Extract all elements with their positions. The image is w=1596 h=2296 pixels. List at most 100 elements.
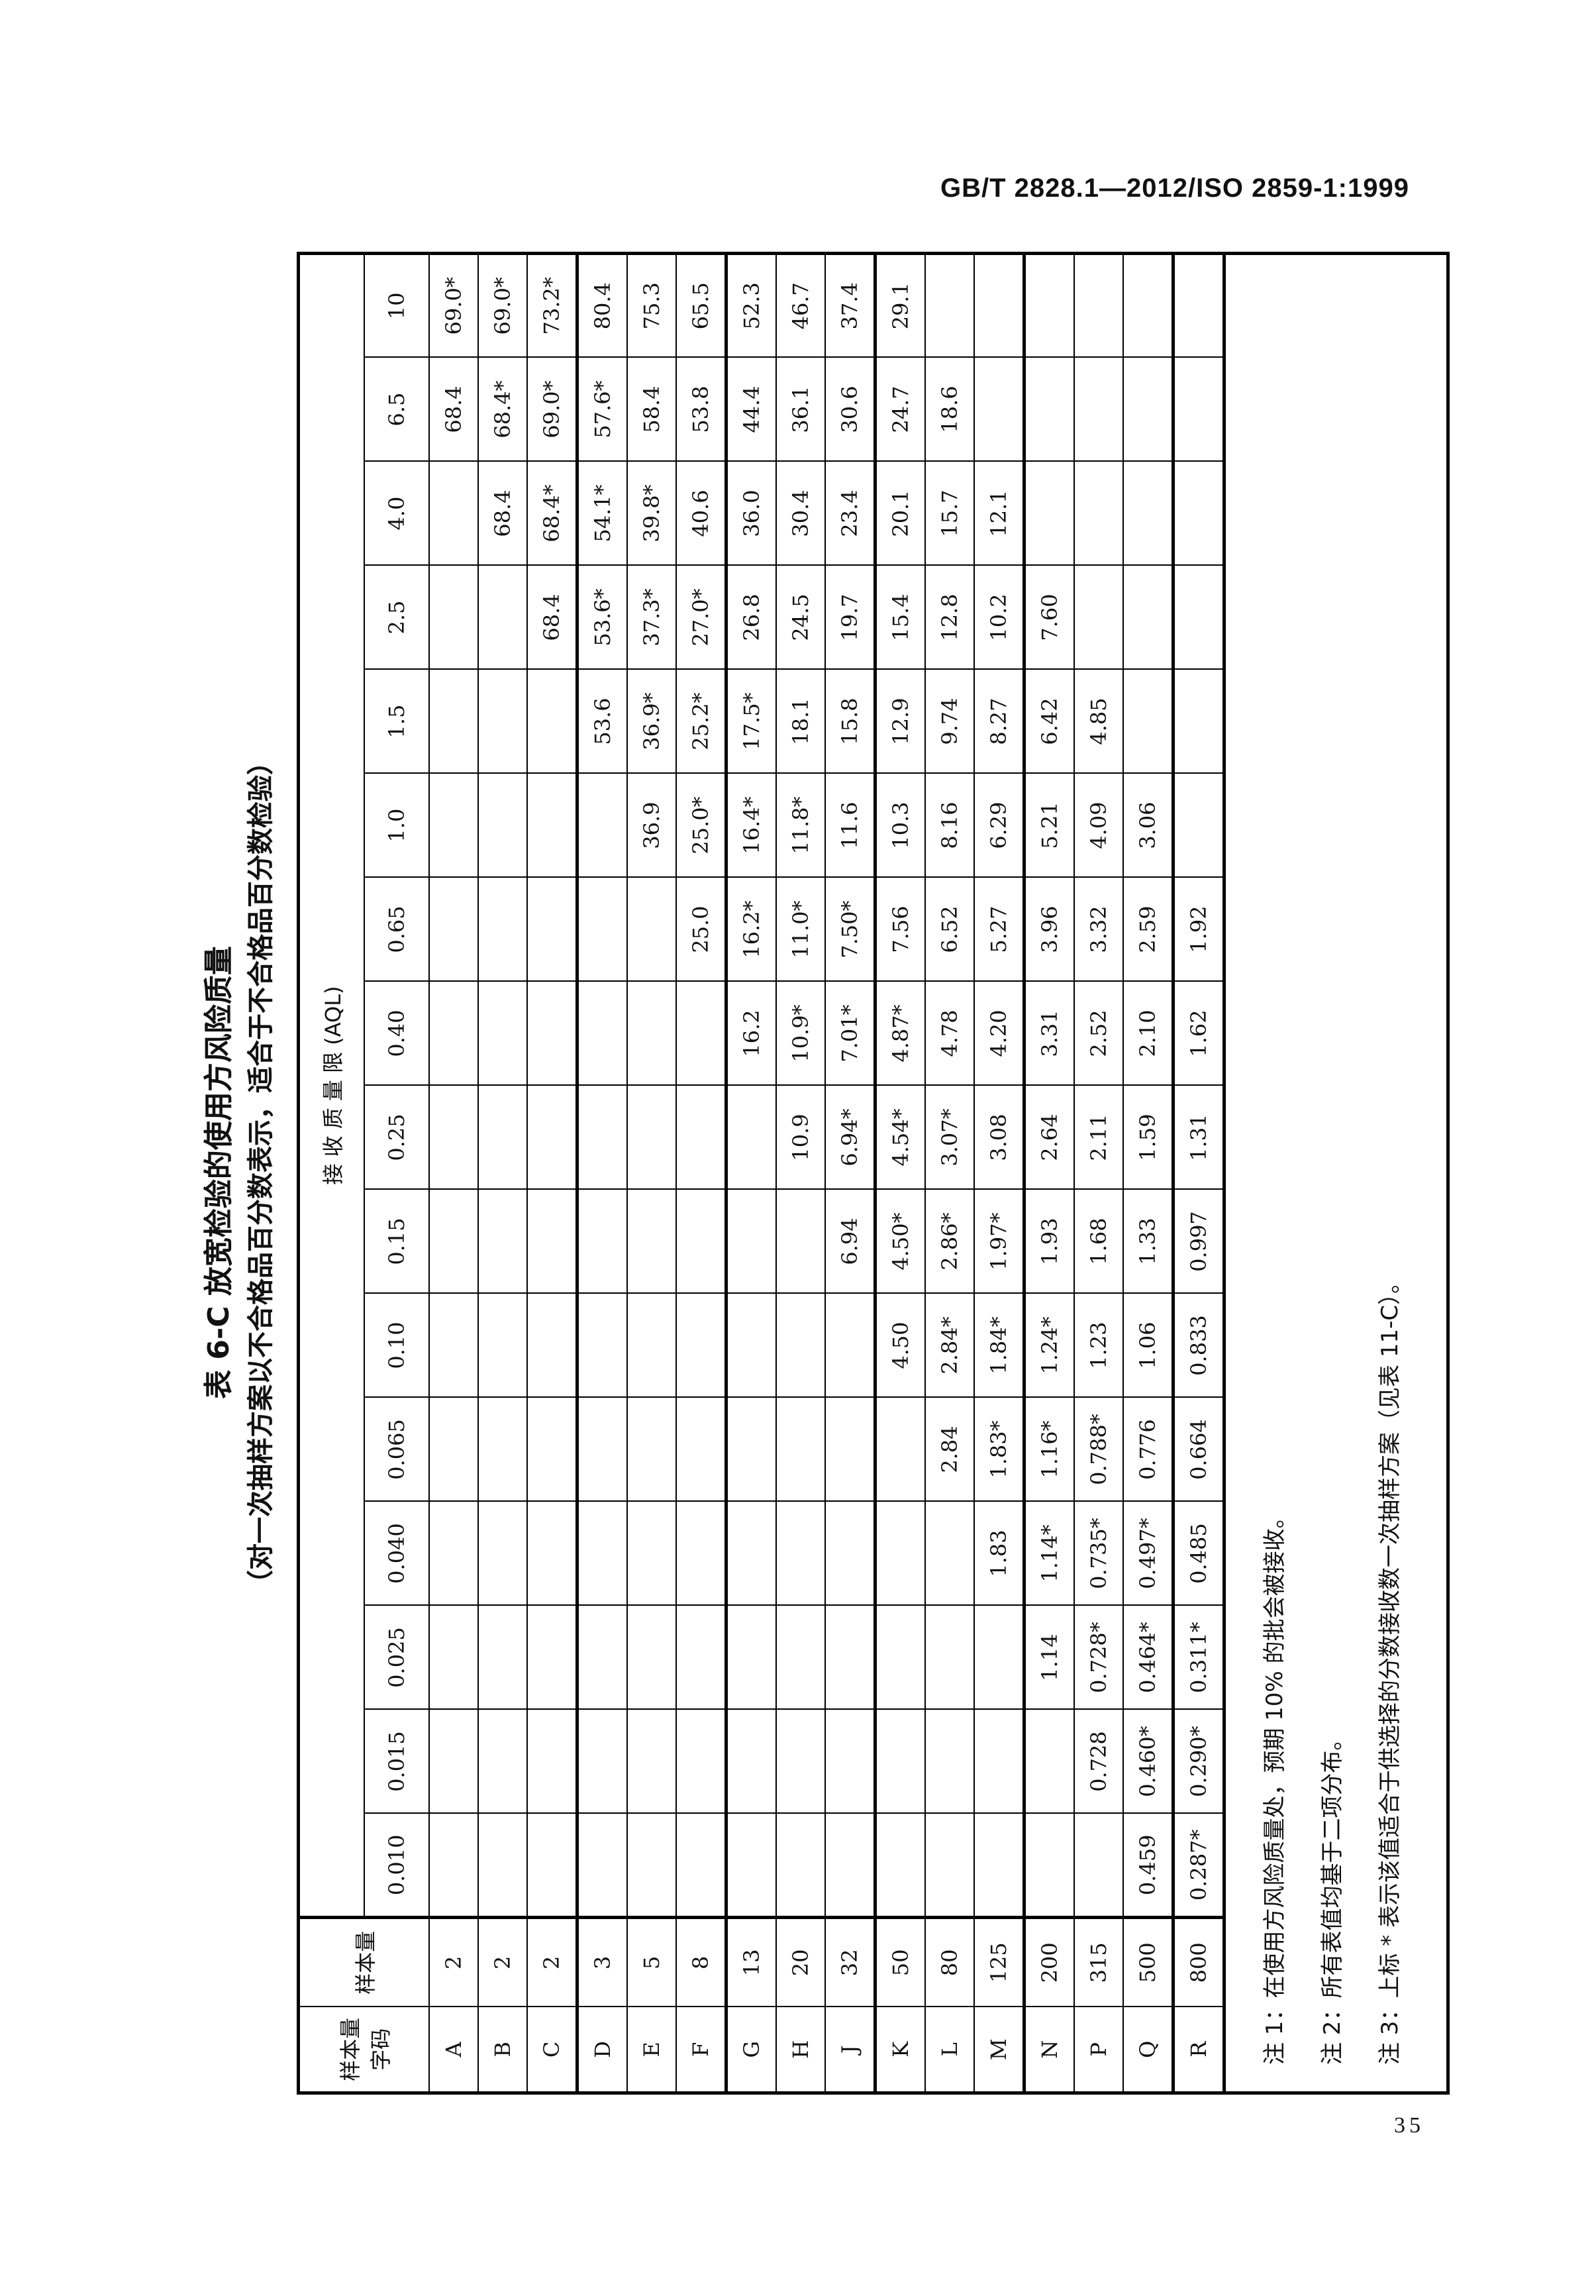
risk-quality-value: 16.2* xyxy=(726,877,776,982)
value-number: 1.33 xyxy=(1135,1218,1160,1265)
value-number: 16.4* xyxy=(739,796,764,855)
note-2: 注 2：所有表值均基于二项分布。 xyxy=(1319,1728,1346,2065)
notes-row: 注 1：在使用方风险质量处，预期 10% 的批会被接收。 注 2：所有表值均基于二… xyxy=(1224,253,1448,2093)
code-letter: L xyxy=(925,2007,974,2093)
risk-quality-value xyxy=(577,1709,627,1814)
risk-quality-value xyxy=(478,1501,527,1606)
risk-quality-value xyxy=(726,1709,776,1814)
value-number: 68.4* xyxy=(490,380,515,439)
header-aql: 接 收 质 量 限 (AQL) xyxy=(298,253,364,1918)
sample-size: 2 xyxy=(478,1917,527,2007)
risk-quality-value xyxy=(429,1501,478,1606)
risk-quality-value xyxy=(478,1189,527,1294)
sample-size: 200 xyxy=(1024,1917,1074,2007)
risk-quality-value xyxy=(429,877,478,982)
risk-quality-value xyxy=(825,1813,875,1918)
risk-quality-value xyxy=(577,877,627,982)
value-number: 4.20 xyxy=(986,1010,1011,1057)
risk-quality-value: 1.14 xyxy=(1024,1605,1074,1710)
value-number: 1.06 xyxy=(1135,1322,1160,1369)
risk-quality-value: 7.60 xyxy=(1024,565,1074,670)
aql-column-header: 0.040 xyxy=(364,1501,429,1606)
risk-quality-value xyxy=(627,1813,676,1918)
value-number: 10.2 xyxy=(986,594,1011,641)
value-number: 54.1* xyxy=(590,484,615,543)
risk-quality-value xyxy=(429,1397,478,1502)
aql-header-row: 0.010 0.015 0.025 0.040 0.065 0.10 0.15 0.25 0.4… xyxy=(364,253,429,2093)
risk-quality-value xyxy=(726,1501,776,1606)
risk-quality-value xyxy=(429,1709,478,1814)
risk-quality-value: 25.0 xyxy=(676,877,726,982)
table-row: E 5 36.9 36.9* 37.3* 39.8* 58.4 75.3 xyxy=(627,253,676,2093)
risk-quality-value: 0.287* xyxy=(1173,1813,1224,1918)
risk-quality-value xyxy=(527,669,577,774)
notes: 注 1：在使用方风险质量处，预期 10% 的批会被接收。 注 2：所有表值均基于二… xyxy=(1224,253,1448,2093)
value-number: 25.0* xyxy=(688,796,713,855)
risk-quality-value xyxy=(478,1605,527,1710)
value-number: 10.9 xyxy=(788,1114,813,1161)
value-number: 0.728* xyxy=(1086,1622,1111,1693)
value-number: 6.94* xyxy=(837,1108,862,1167)
risk-quality-value xyxy=(429,1293,478,1398)
risk-quality-value xyxy=(776,1501,825,1606)
code-letter: P xyxy=(1074,2007,1123,2093)
value-number: 2.52 xyxy=(1086,1010,1111,1057)
risk-quality-value: 18.6 xyxy=(925,357,974,462)
risk-quality-value: 6.42 xyxy=(1024,669,1074,774)
value-number: 2.59 xyxy=(1135,906,1160,953)
value-number: 1.84* xyxy=(986,1316,1011,1375)
risk-quality-value: 39.8* xyxy=(627,461,676,566)
value-number: 15.7 xyxy=(937,490,962,537)
risk-quality-value xyxy=(478,1813,527,1918)
value-number: 53.6* xyxy=(590,588,615,647)
risk-quality-value: 1.97* xyxy=(974,1189,1024,1294)
risk-quality-value xyxy=(429,1189,478,1294)
value-number: 69.0* xyxy=(490,277,515,335)
risk-quality-value xyxy=(974,1709,1024,1814)
risk-quality-value: 69.0* xyxy=(478,253,527,358)
risk-quality-value xyxy=(577,1085,627,1190)
risk-quality-value: 25.2* xyxy=(676,669,726,774)
risk-quality-value: 1.68 xyxy=(1074,1189,1123,1294)
sample-size: 50 xyxy=(875,1917,925,2007)
value-number: 0.460* xyxy=(1135,1726,1160,1797)
risk-quality-value xyxy=(478,1709,527,1814)
risk-quality-value xyxy=(527,981,577,1086)
risk-quality-value xyxy=(825,1293,875,1398)
note-3: 注 3：上标 * 表示该值适合于供选择的分数接收数一次抽样方案（见表 11-C）… xyxy=(1377,1271,1403,2065)
risk-quality-value xyxy=(627,1397,676,1502)
sample-size: 13 xyxy=(726,1917,776,2007)
risk-quality-value xyxy=(429,461,478,566)
table-row: L 80 2.84 2.84* 2.86* 3.07* 4.78 6.52 8.16 9.74 12… xyxy=(925,253,974,2093)
code-letter: N xyxy=(1024,2007,1074,2093)
aql-column-header: 0.025 xyxy=(364,1605,429,1710)
risk-quality-value xyxy=(527,1709,577,1814)
risk-quality-value: 18.1 xyxy=(776,669,825,774)
aql-column-header: 0.010 xyxy=(364,1813,429,1918)
value-number: 2.84 xyxy=(937,1426,962,1473)
aql-column-header: 6.5 xyxy=(364,357,429,462)
risk-quality-value: 2.84* xyxy=(925,1293,974,1398)
risk-quality-value: 3.08 xyxy=(974,1085,1024,1190)
risk-quality-value: 80.4 xyxy=(577,253,627,358)
value-number: 0.776 xyxy=(1135,1419,1160,1480)
risk-quality-value: 10.9 xyxy=(776,1085,825,1190)
risk-quality-value: 4.20 xyxy=(974,981,1024,1086)
risk-quality-value xyxy=(676,981,726,1086)
code-letter: R xyxy=(1173,2007,1224,2093)
risk-quality-value xyxy=(627,1189,676,1294)
risk-quality-value: 16.2 xyxy=(726,981,776,1086)
risk-quality-value xyxy=(726,1085,776,1190)
risk-quality-value xyxy=(974,1605,1024,1710)
code-letter: Q xyxy=(1123,2007,1173,2093)
value-number: 0.287* xyxy=(1186,1829,1211,1901)
risk-quality-value xyxy=(676,1397,726,1502)
risk-quality-value xyxy=(1024,1813,1074,1918)
risk-quality-value xyxy=(925,1709,974,1814)
risk-quality-value xyxy=(627,877,676,982)
risk-quality-value xyxy=(1024,461,1074,566)
risk-quality-value xyxy=(527,1813,577,1918)
risk-quality-value: 1.62 xyxy=(1173,981,1224,1086)
risk-quality-value: 0.290* xyxy=(1173,1709,1224,1814)
value-number: 36.9 xyxy=(639,802,664,849)
